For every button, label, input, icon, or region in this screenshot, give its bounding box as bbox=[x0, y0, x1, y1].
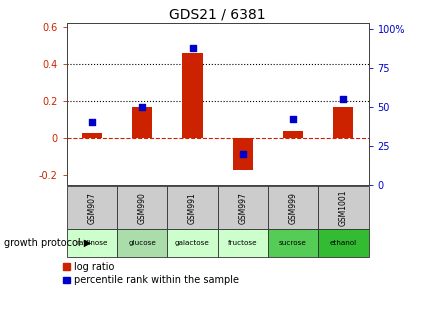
Title: GDS21 / 6381: GDS21 / 6381 bbox=[169, 8, 265, 22]
Bar bbox=[283, 131, 302, 138]
Bar bbox=[67, 229, 117, 257]
Bar bbox=[117, 229, 167, 257]
Bar bbox=[182, 53, 202, 138]
Point bbox=[88, 120, 95, 125]
Bar bbox=[267, 229, 317, 257]
Bar bbox=[167, 229, 217, 257]
Text: growth protocol ▶: growth protocol ▶ bbox=[4, 238, 91, 248]
Bar bbox=[332, 107, 353, 138]
Bar bbox=[217, 186, 267, 229]
Point bbox=[138, 104, 145, 110]
Bar bbox=[317, 186, 368, 229]
Text: galactose: galactose bbox=[175, 240, 209, 246]
Bar bbox=[267, 186, 317, 229]
Bar bbox=[217, 229, 267, 257]
Text: GSM997: GSM997 bbox=[238, 192, 247, 224]
Text: ethanol: ethanol bbox=[329, 240, 356, 246]
Point bbox=[289, 117, 296, 122]
Point bbox=[339, 96, 346, 102]
Text: sucrose: sucrose bbox=[279, 240, 306, 246]
Bar bbox=[132, 107, 152, 138]
Bar bbox=[67, 186, 117, 229]
Text: GSM907: GSM907 bbox=[87, 192, 96, 224]
Legend: log ratio, percentile rank within the sample: log ratio, percentile rank within the sa… bbox=[63, 262, 238, 285]
Text: GSM991: GSM991 bbox=[187, 192, 197, 224]
Text: raffinose: raffinose bbox=[76, 240, 108, 246]
Text: GSM999: GSM999 bbox=[288, 192, 297, 224]
Point bbox=[239, 151, 246, 156]
Text: glucose: glucose bbox=[128, 240, 156, 246]
Text: GSM990: GSM990 bbox=[138, 192, 146, 224]
Bar bbox=[232, 138, 252, 170]
Text: fructose: fructose bbox=[227, 240, 257, 246]
Bar bbox=[167, 186, 217, 229]
Text: GSM1001: GSM1001 bbox=[338, 189, 347, 226]
Bar bbox=[117, 186, 167, 229]
Bar bbox=[317, 229, 368, 257]
Point bbox=[189, 45, 196, 50]
Bar bbox=[82, 133, 102, 138]
